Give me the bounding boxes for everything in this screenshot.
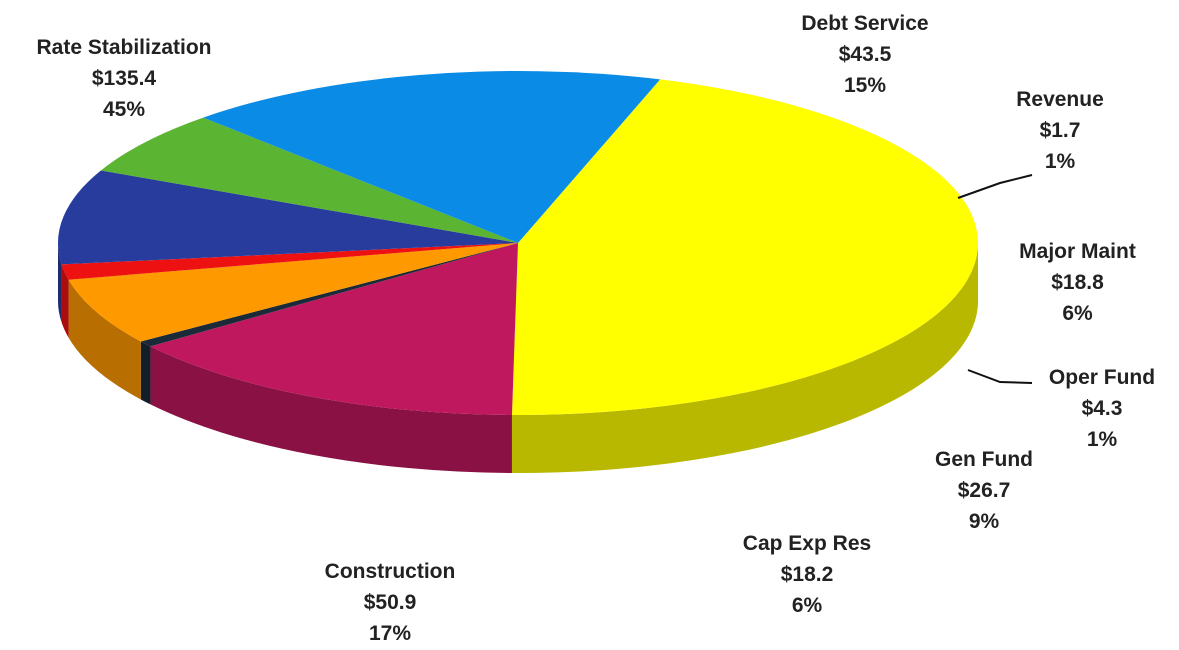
slice-percent: 17% — [368, 622, 412, 645]
slice-name: Debt Service — [801, 12, 929, 35]
slice-name: Rate Stabilization — [36, 36, 212, 59]
leader-lines — [957, 174, 1033, 384]
slice-value: $135.4 — [91, 67, 157, 90]
pie-slice-major-maint — [68, 243, 519, 342]
slice-percent: 45% — [102, 98, 146, 121]
pie-slice-oper-fund — [61, 243, 519, 280]
pie-side-gen-fund — [58, 243, 62, 323]
slice-name: Gen Fund — [935, 448, 1033, 471]
slice-percent: 1% — [1044, 150, 1076, 173]
slice-label-gen-fund: Gen Fund $26.7 9% — [904, 444, 1064, 537]
leader-line-revenue — [957, 174, 1033, 199]
pie-slices — [57, 71, 979, 416]
slice-value: $43.5 — [838, 43, 892, 66]
slice-value: $26.7 — [957, 479, 1011, 502]
slice-name: Construction — [324, 560, 456, 583]
slice-name: Oper Fund — [1048, 366, 1156, 389]
slice-value: $50.9 — [363, 591, 417, 614]
slice-label-oper-fund: Oper Fund $4.3 1% — [1026, 362, 1178, 455]
pie-slice-debt-service — [150, 243, 518, 415]
pie-side-major-maint — [68, 279, 141, 400]
pie-slice-rate-stabilization — [511, 79, 979, 416]
slice-percent: 1% — [1086, 428, 1118, 451]
slice-label-rate-stabilization: Rate Stabilization $135.4 45% — [0, 32, 248, 125]
pie-side-oper-fund — [61, 264, 69, 338]
slice-percent: 6% — [1062, 302, 1093, 325]
pie-side-rate-stabilization — [511, 243, 978, 474]
pie-side-revenue — [140, 341, 151, 405]
slice-label-construction: Construction $50.9 17% — [290, 556, 490, 649]
pie-side-debt-service — [150, 346, 512, 473]
leader-line-oper-fund — [967, 369, 1033, 384]
slice-label-cap-exp-res: Cap Exp Res $18.2 6% — [712, 528, 902, 621]
slice-label-revenue: Revenue $1.7 1% — [990, 84, 1130, 177]
slice-value: $18.8 — [1051, 271, 1104, 294]
slice-name: Major Maint — [1019, 240, 1136, 263]
pie-slice-cap-exp-res — [100, 117, 518, 243]
slice-value: $4.3 — [1081, 397, 1123, 420]
pie-sides — [58, 243, 978, 474]
slice-name: Revenue — [1016, 88, 1104, 111]
pie-slice-revenue — [140, 243, 518, 347]
slice-value: $1.7 — [1039, 119, 1081, 142]
slice-percent: 9% — [968, 510, 1000, 533]
slice-percent: 15% — [843, 74, 887, 97]
slice-name: Cap Exp Res — [742, 532, 872, 555]
slice-percent: 6% — [791, 594, 823, 617]
pie-slice-gen-fund — [57, 170, 518, 265]
pie-slice-construction — [203, 71, 661, 243]
slice-label-debt-service: Debt Service $43.5 15% — [760, 8, 970, 101]
slice-value: $18.2 — [780, 563, 834, 586]
slice-label-major-maint: Major Maint $18.8 6% — [985, 236, 1170, 329]
